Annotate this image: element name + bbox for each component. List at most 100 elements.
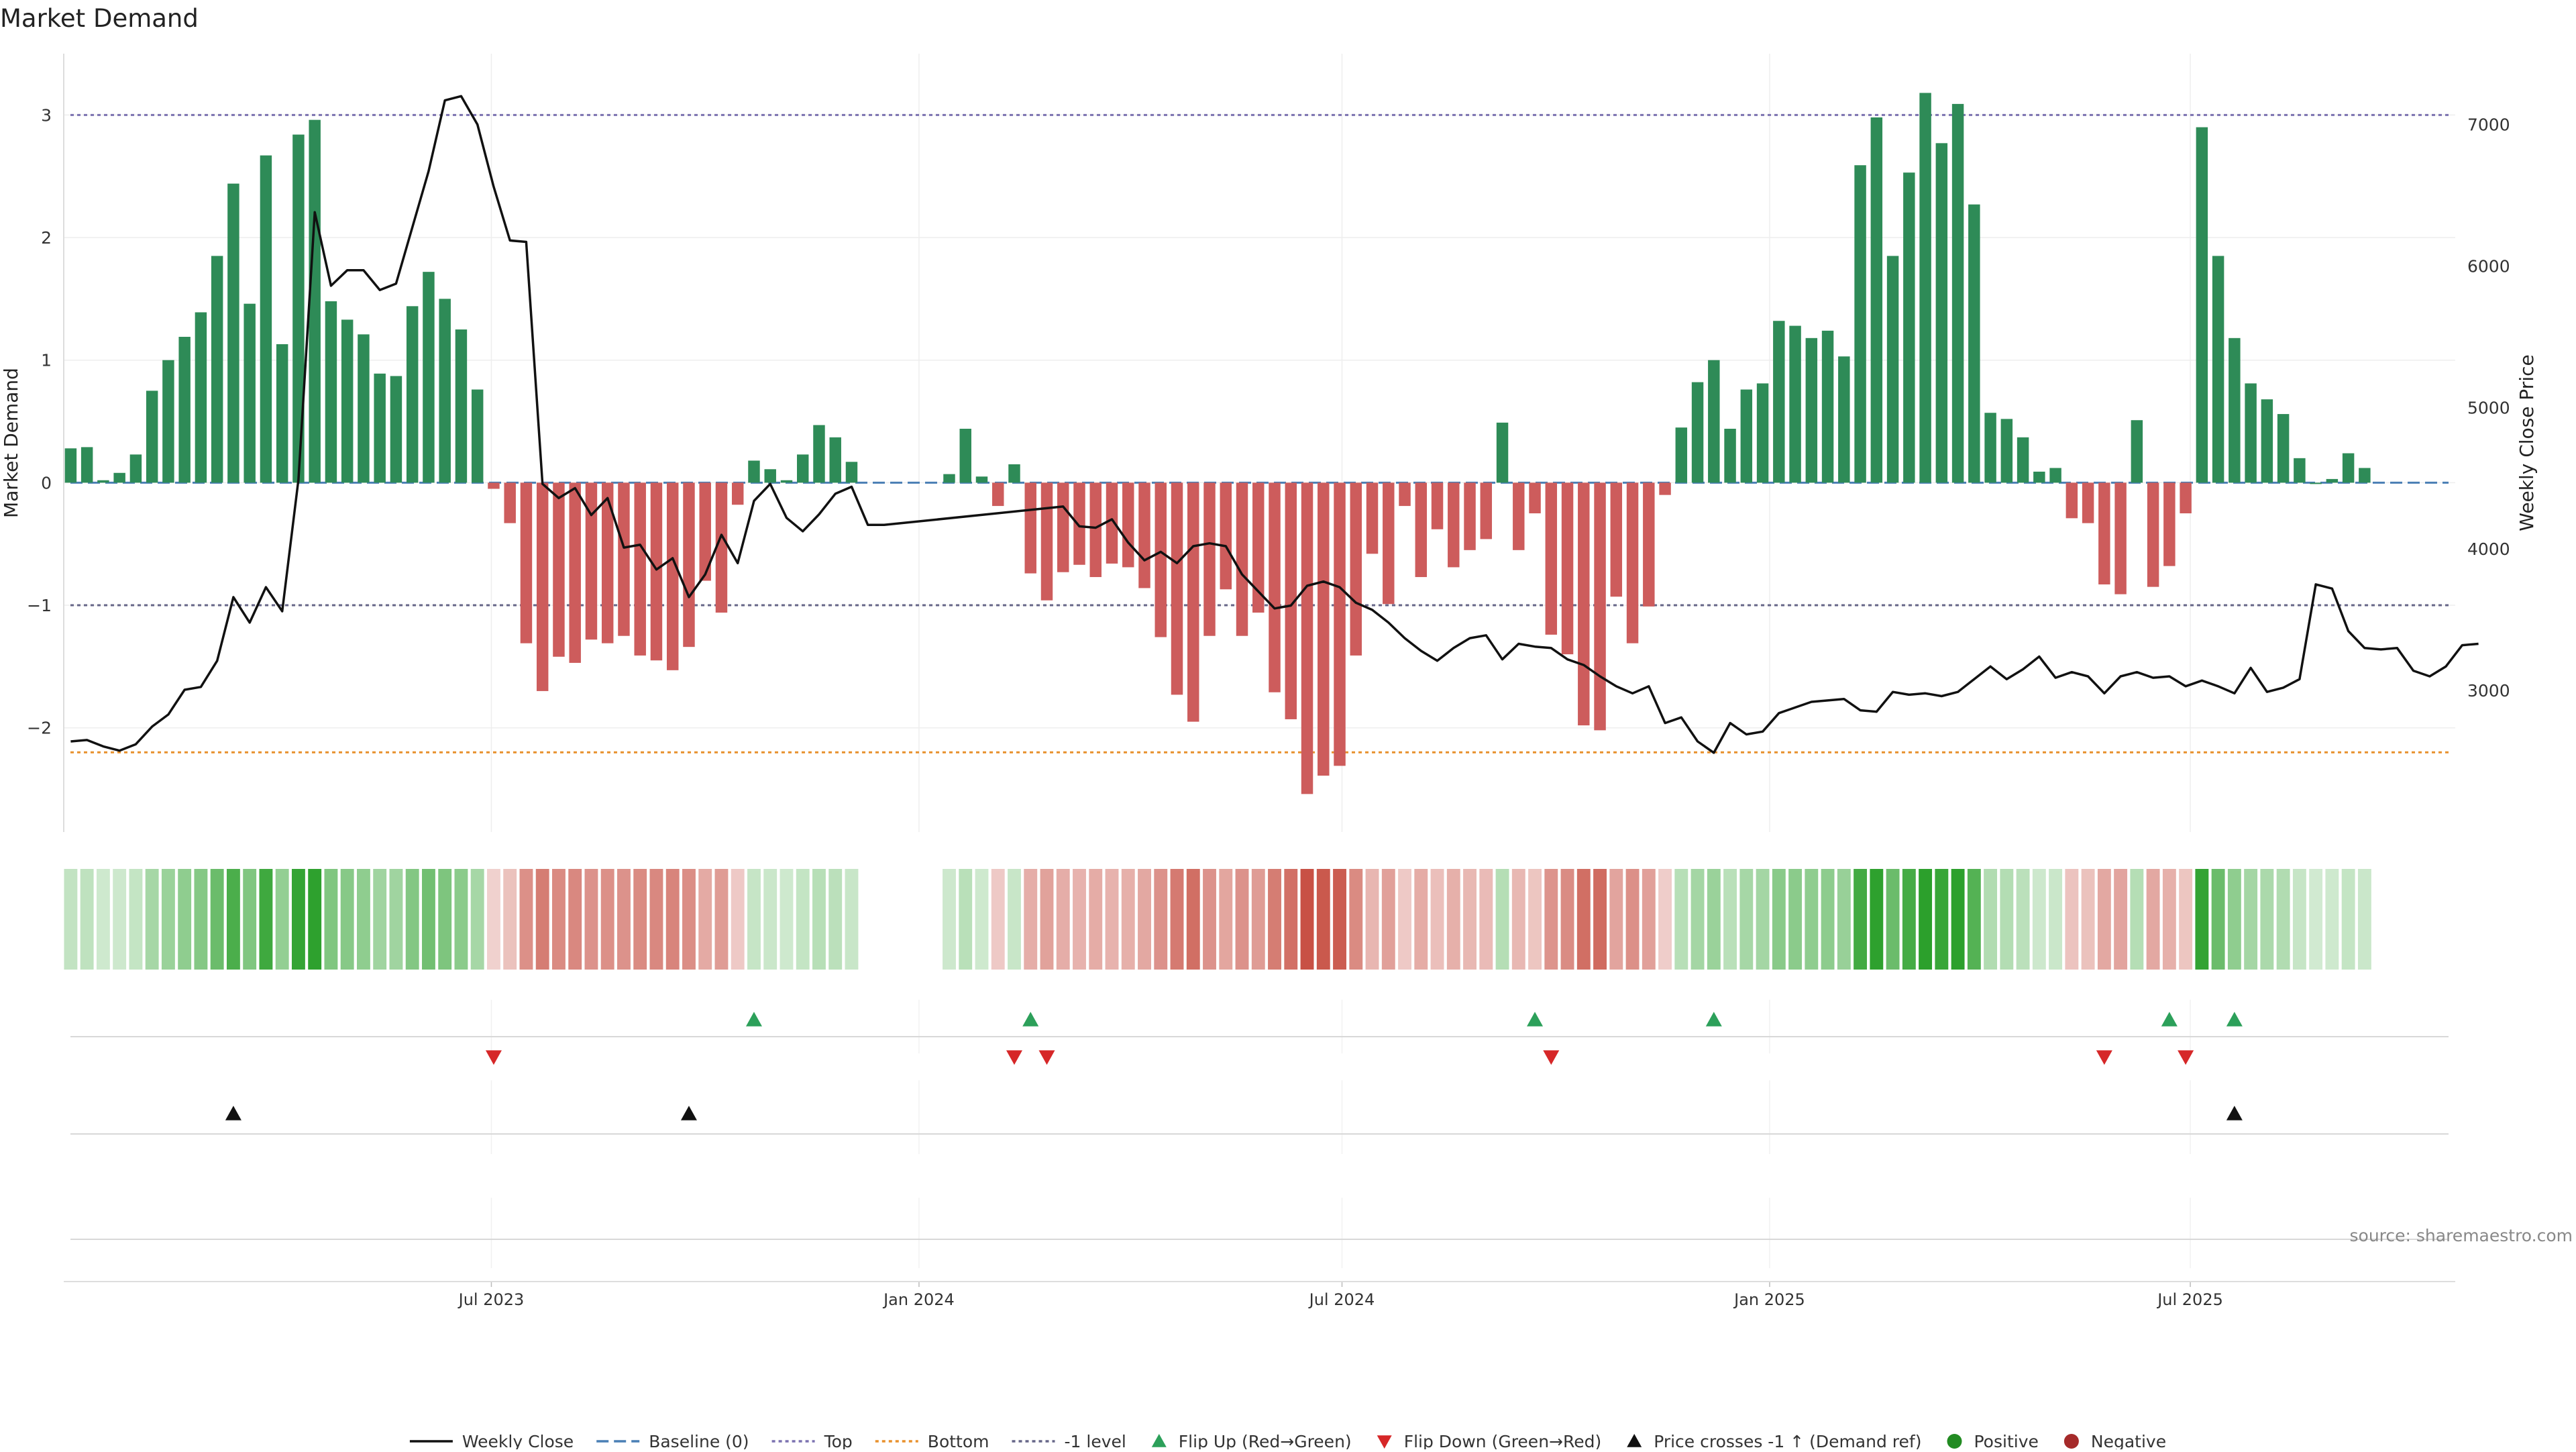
heatmap-cell (1609, 869, 1623, 970)
demand-bar (2033, 471, 2045, 483)
demand-bar (1626, 482, 1639, 643)
y2-tick-label: 7000 (2467, 115, 2510, 134)
heatmap-cell (2179, 869, 2193, 970)
legend-item: Weekly Close (409, 1432, 574, 1451)
demand-bar (2065, 482, 2078, 519)
heatmap-cell (1723, 869, 1737, 970)
demand-bar (569, 482, 581, 663)
price-cross-marker (680, 1106, 697, 1121)
demand-bar (358, 334, 370, 483)
demand-bar (325, 301, 337, 483)
y-tick-label: −2 (27, 719, 52, 738)
heatmap-cell (943, 869, 956, 970)
demand-bar (2359, 468, 2371, 483)
heatmap-cell (2325, 869, 2339, 970)
demand-bar (1285, 482, 1297, 719)
heatmap-cell (308, 869, 322, 970)
flip-up-marker (2161, 1012, 2178, 1027)
heatmap-cell (1381, 869, 1395, 970)
demand-bar (129, 454, 142, 483)
demand-bar (80, 447, 93, 483)
demand-bar (1383, 482, 1395, 605)
heatmap-cell (1349, 869, 1363, 970)
demand-bar (1691, 382, 1704, 483)
heatmap-cell (1821, 869, 1835, 970)
heatmap-cell (178, 869, 192, 970)
demand-heatmap-strip (64, 869, 2371, 970)
heatmap-cell (1365, 869, 1379, 970)
demand-bar (1740, 389, 1753, 483)
heatmap-cell (1576, 869, 1591, 970)
demand-bar (1821, 330, 1834, 483)
legend-label: Baseline (0) (649, 1432, 749, 1449)
heatmap-cell (2146, 869, 2160, 970)
heatmap-cell (470, 869, 484, 970)
heatmap-cell (2357, 869, 2371, 970)
heatmap-cell (113, 869, 127, 970)
demand-bar (764, 469, 776, 483)
demand-bar (1220, 482, 1232, 590)
price-line-layer (70, 95, 2479, 754)
demand-bar (2196, 127, 2208, 483)
heatmap-cell (617, 869, 631, 970)
demand-bar (1578, 482, 1590, 726)
demand-bar (1935, 143, 1948, 483)
heatmap-cell (763, 869, 777, 970)
heatmap-cell (291, 869, 305, 970)
flip-up-marker (1022, 1012, 1039, 1027)
heatmap-cell (1284, 869, 1298, 970)
demand-bar (1789, 325, 1801, 483)
legend-item: Price crosses -1 ↑ (Demand ref) (1627, 1432, 1921, 1451)
demand-bar (813, 425, 825, 483)
heatmap-cell (2341, 869, 2355, 970)
demand-bar (2017, 437, 2029, 483)
demand-bar (1968, 204, 1980, 483)
heatmap-cell (959, 869, 973, 970)
heatmap-cell (1919, 869, 1933, 970)
demand-bar (1545, 482, 1558, 635)
x-tick-label: Jul 2024 (1308, 1290, 1375, 1309)
demand-bar (162, 360, 174, 483)
demand-bar (1870, 117, 1883, 483)
heatmap-cell (1251, 869, 1265, 970)
demand-bar (1448, 482, 1460, 568)
legend: Weekly Close Baseline (0) Top Bottom -1 leve… (409, 1432, 2166, 1451)
heatmap-cell (1707, 869, 1721, 970)
heatmap-cell (519, 869, 533, 970)
heatmap-cell (421, 869, 435, 970)
heatmap-cell (1316, 869, 1330, 970)
demand-bar (2180, 482, 2192, 514)
heatmap-cell (210, 869, 224, 970)
demand-bar (423, 272, 435, 483)
demand-bar (1805, 338, 1818, 483)
heatmap-cell (389, 869, 403, 970)
demand-bar (650, 482, 663, 661)
demand-bar (731, 482, 744, 505)
legend-item: Flip Down (Green→Red) (1377, 1432, 1601, 1451)
demand-bar (1040, 482, 1053, 601)
demand-bar (97, 480, 109, 483)
heatmap-cell (1837, 869, 1851, 970)
demand-bar (227, 183, 239, 483)
heatmap-cell (2260, 869, 2274, 970)
legend-label: Bottom (928, 1432, 989, 1449)
y-tick-label: 2 (41, 228, 52, 248)
demand-bar (2000, 419, 2013, 483)
heatmap-cell (503, 869, 517, 970)
heatmap-cell (1430, 869, 1444, 970)
flip-up-marker (2226, 1012, 2243, 1027)
heatmap-cell (796, 869, 810, 970)
demand-bar (2277, 414, 2290, 483)
heatmap-cell (1593, 869, 1607, 970)
legend-swatch (1627, 1434, 1642, 1447)
heatmap-cell (2049, 869, 2063, 970)
demand-bar (1122, 482, 1134, 568)
demand-bar (1496, 422, 1509, 483)
demand-bar (455, 329, 468, 483)
demand-bar (1431, 482, 1444, 529)
demand-bar (2342, 453, 2355, 483)
demand-bar (1756, 383, 1769, 483)
y2-tick-label: 3000 (2467, 681, 2510, 701)
heatmap-cell (552, 869, 566, 970)
heatmap-cell (2244, 869, 2258, 970)
